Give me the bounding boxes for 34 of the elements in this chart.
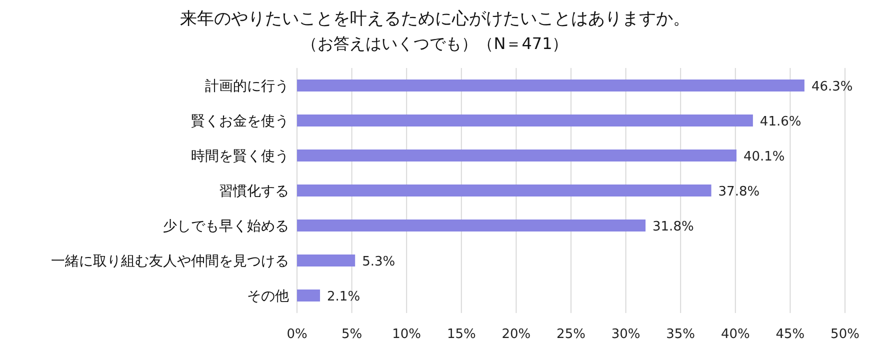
y-tick-label: 習慣化する	[219, 184, 289, 200]
bar	[297, 290, 320, 302]
y-tick-label: 計画的に行う	[205, 78, 289, 94]
bar	[297, 220, 646, 232]
data-label: 37.8%	[718, 184, 760, 200]
y-tick-label: 賢くお金を使う	[191, 114, 289, 130]
bar	[297, 150, 736, 162]
x-tick-label: 35%	[666, 327, 696, 342]
x-tick-label: 50%	[830, 327, 860, 342]
chart-title: 来年のやりたいことを叶えるために心がけたいことはありますか。	[180, 9, 690, 29]
y-tick-label: 少しでも早く始める	[163, 218, 289, 234]
x-tick-label: 0%	[286, 327, 308, 342]
data-label: 5.3%	[362, 254, 396, 270]
x-tick-label: 10%	[392, 327, 422, 342]
data-label: 41.6%	[760, 114, 802, 130]
bar	[297, 114, 753, 126]
y-tick-label: 時間を賢く使う	[191, 148, 289, 164]
x-tick-label: 30%	[611, 327, 640, 342]
y-tick-label: 一緒に取り組む友人や仲間を見つける	[51, 254, 289, 270]
bar	[297, 254, 356, 266]
y-tick-label: その他	[247, 288, 289, 304]
x-tick-label: 5%	[341, 327, 362, 342]
data-label: 40.1%	[743, 150, 785, 164]
x-tick-label: 20%	[502, 327, 531, 342]
data-label: 31.8%	[652, 220, 694, 234]
data-label: 2.1%	[327, 290, 360, 304]
data-label: 46.3%	[811, 80, 853, 94]
chart-subtitle: （お答えはいくつでも）（N＝471）	[302, 34, 568, 53]
bar	[297, 184, 712, 196]
x-tick-label: 25%	[556, 327, 586, 342]
bar	[297, 80, 804, 92]
x-tick-label: 45%	[776, 327, 805, 342]
x-tick-label: 15%	[446, 327, 476, 342]
x-tick-label: 40%	[720, 327, 750, 342]
